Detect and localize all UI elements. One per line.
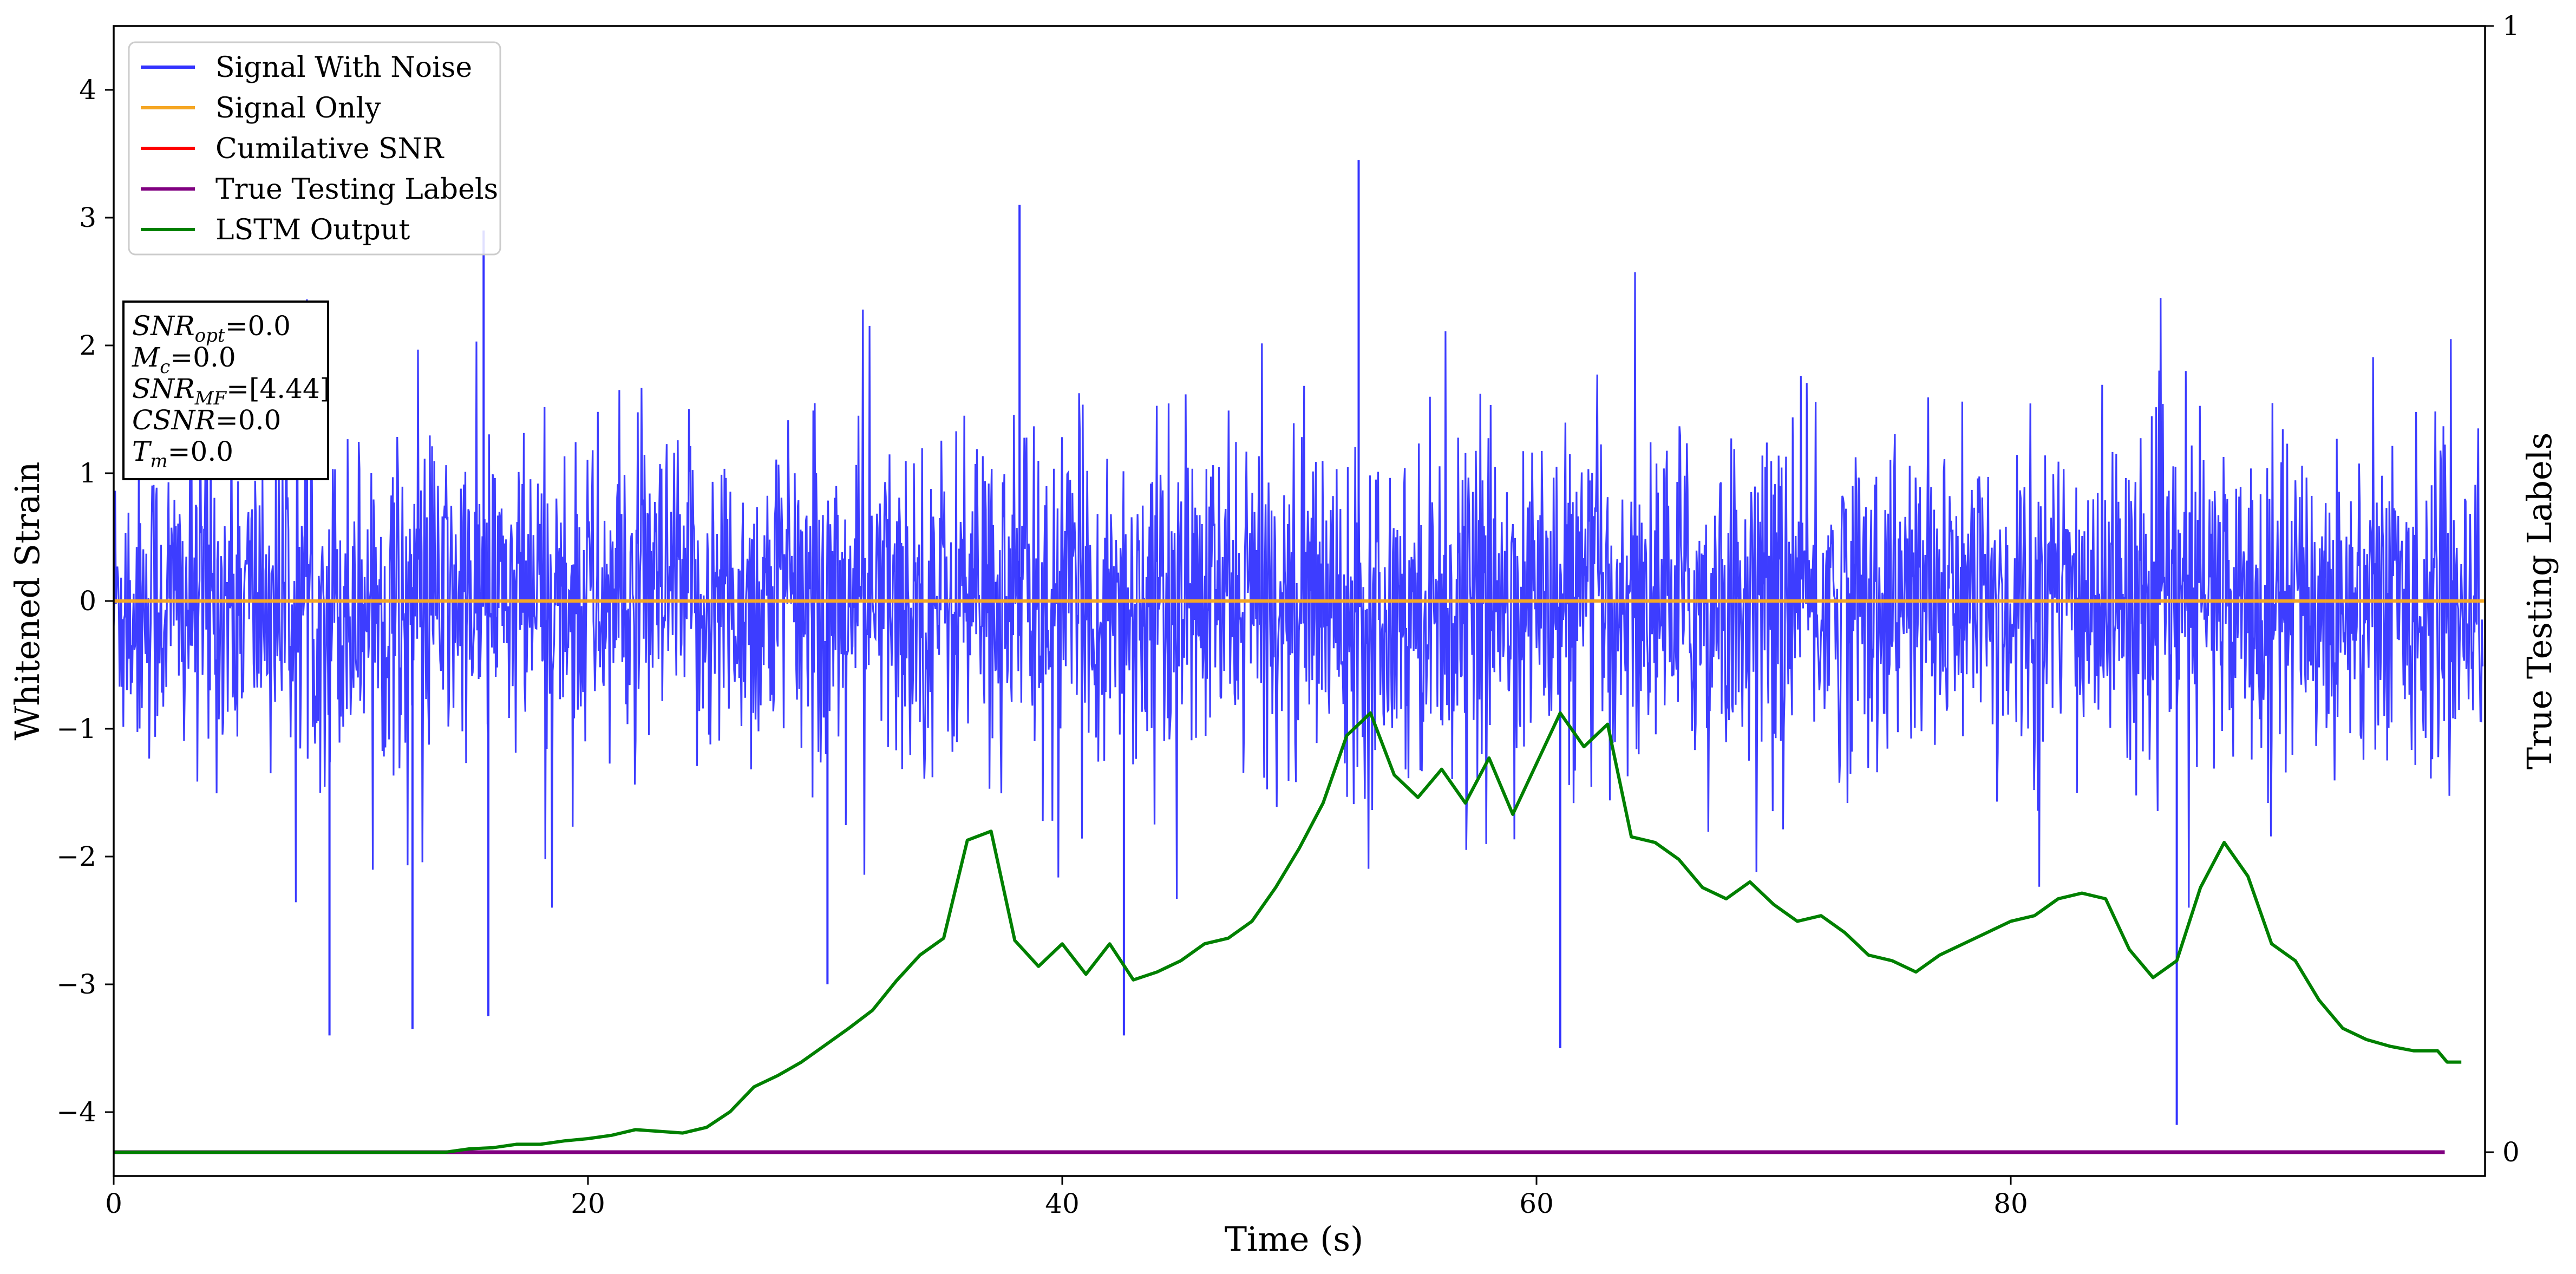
y-tick-label: 3 <box>79 202 96 233</box>
y-tick-label: 2 <box>79 330 96 361</box>
right-y-axis-label: True Testing Labels <box>2520 433 2559 770</box>
info-line: SNRMF=[4.44] <box>132 373 330 409</box>
right-y-tick-label: 1 <box>2502 10 2520 42</box>
info-symbol: CSNR <box>132 404 215 436</box>
info-symbol: SNR <box>132 373 195 404</box>
info-symbol: SNR <box>132 310 195 342</box>
x-tick-label: 20 <box>571 1188 605 1219</box>
x-axis-label: Time (s) <box>1225 1219 1364 1259</box>
legend: Signal With Noise Signal Only Cumilative S… <box>128 41 501 256</box>
series-signal-with-noise <box>114 272 2484 908</box>
legend-box <box>128 41 501 256</box>
info-symbol: M <box>132 342 161 373</box>
info-value: =0.0 <box>215 404 281 436</box>
info-line: Tm=0.0 <box>132 436 233 472</box>
info-value: =0.0 <box>225 310 291 342</box>
y-tick-label: −2 <box>56 841 96 872</box>
info-value: =0.0 <box>170 342 236 373</box>
info-symbol: T <box>132 436 152 467</box>
legend-label: True Testing Labels <box>215 173 498 206</box>
y-tick-label: 1 <box>79 458 96 489</box>
info-subscript: m <box>150 450 167 472</box>
info-value: =[4.44] <box>226 373 330 404</box>
x-tick-label: 60 <box>1519 1188 1554 1219</box>
y-axis-label: Whitened Strain <box>8 462 47 741</box>
info-line: Mc=0.0 <box>132 342 236 378</box>
y-tick-label: 4 <box>79 74 96 106</box>
info-value: =0.0 <box>168 436 233 467</box>
x-tick-label: 40 <box>1045 1188 1080 1219</box>
info-line: SNRopt=0.0 <box>132 310 291 347</box>
legend-label: Signal Only <box>215 92 381 125</box>
info-box-frame <box>122 300 329 480</box>
info-subscript: opt <box>195 325 225 347</box>
info-line: CSNR=0.0 <box>132 404 281 436</box>
info-subscript: MF <box>194 388 227 409</box>
y-tick-label: −4 <box>56 1096 96 1128</box>
y-tick-label: 0 <box>79 585 96 617</box>
y-tick-label: −1 <box>56 713 96 744</box>
info-subscript: c <box>160 356 170 378</box>
x-tick-label: 80 <box>1993 1188 2028 1219</box>
y-tick-label: −3 <box>56 969 96 1000</box>
plot-inner <box>114 160 2485 1154</box>
legend-label: Cumilative SNR <box>215 133 444 165</box>
legend-label: Signal With Noise <box>215 51 472 84</box>
legend-label: LSTM Output <box>215 214 410 246</box>
info-box: SNRopt=0.0Mc=0.0SNRMF=[4.44]CSNR=0.0Tm=0… <box>122 300 330 480</box>
right-y-tick-label: 0 <box>2502 1136 2520 1168</box>
x-tick-label: 0 <box>105 1188 122 1219</box>
series-lstm-output <box>114 711 2462 1154</box>
